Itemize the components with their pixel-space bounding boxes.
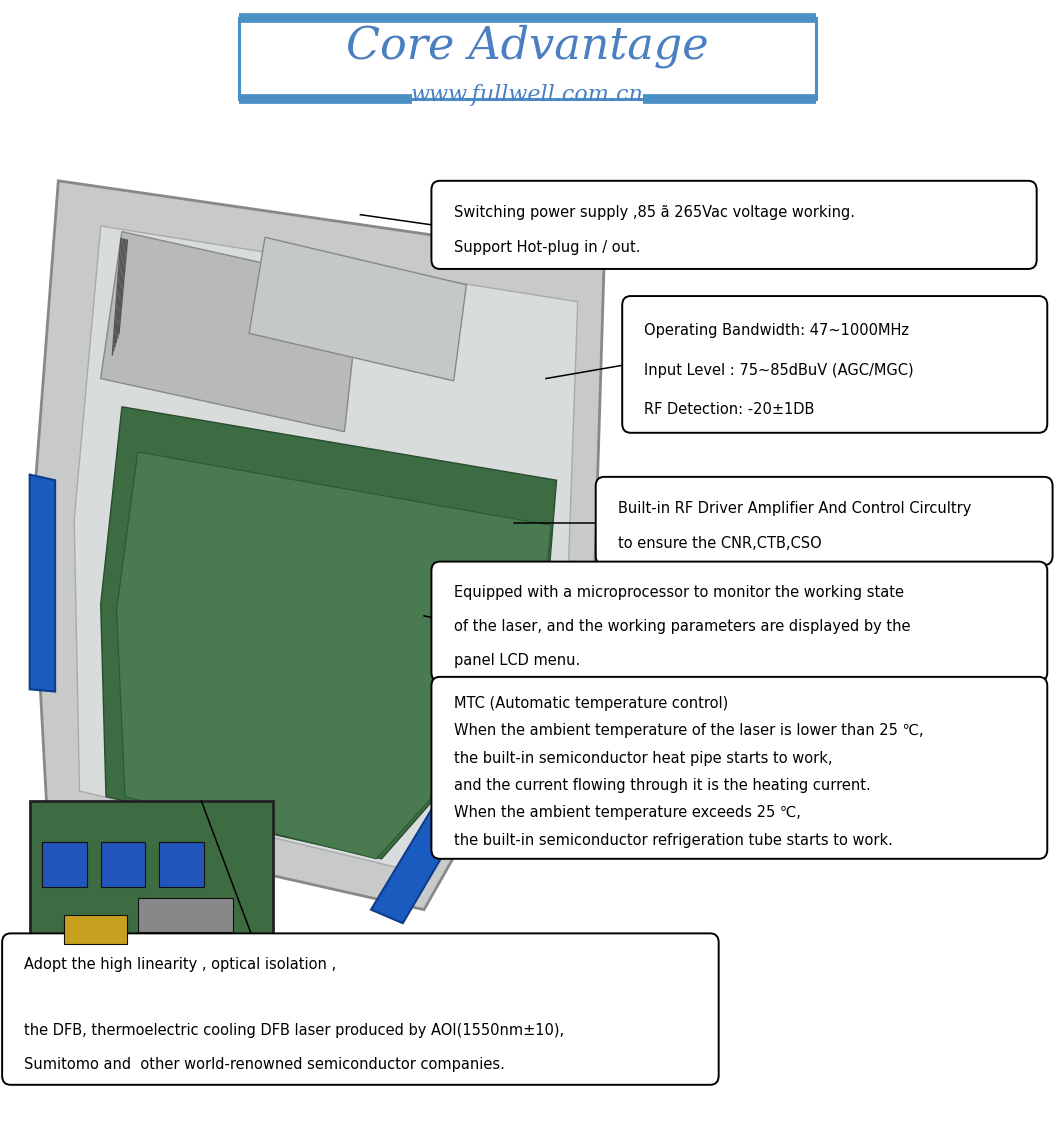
Text: to ensure the CNR,CTB,CSO: to ensure the CNR,CTB,CSO [618,537,822,551]
FancyBboxPatch shape [42,842,87,887]
Text: When the ambient temperature of the laser is lower than 25 ℃,: When the ambient temperature of the lase… [454,723,923,739]
FancyBboxPatch shape [101,842,145,887]
FancyBboxPatch shape [431,677,1047,859]
Polygon shape [74,226,578,870]
Text: MTC (Automatic temperature control): MTC (Automatic temperature control) [454,696,728,711]
Text: Switching power supply ,85 ã 265Vac voltage working.: Switching power supply ,85 ã 265Vac volt… [454,206,854,220]
Text: Support Hot-plug in / out.: Support Hot-plug in / out. [454,241,640,255]
FancyBboxPatch shape [431,181,1037,269]
Polygon shape [101,407,557,859]
FancyBboxPatch shape [64,915,127,944]
Text: the built-in semiconductor heat pipe starts to work,: the built-in semiconductor heat pipe sta… [454,750,832,766]
Text: Adopt the high linearity , optical isolation ,: Adopt the high linearity , optical isola… [24,957,336,972]
Polygon shape [117,452,551,859]
Text: Core Advantage: Core Advantage [346,25,709,69]
Text: RF Detection: -20±1DB: RF Detection: -20±1DB [644,402,815,417]
FancyBboxPatch shape [596,477,1053,565]
FancyBboxPatch shape [238,18,816,99]
Polygon shape [30,475,55,692]
Text: and the current flowing through it is the heating current.: and the current flowing through it is th… [454,779,870,793]
Text: the DFB, thermoelectric cooling DFB laser produced by AOI(1550nm±10),: the DFB, thermoelectric cooling DFB lase… [24,1024,565,1038]
Text: panel LCD menu.: panel LCD menu. [454,653,580,668]
Polygon shape [32,181,604,910]
FancyBboxPatch shape [159,842,204,887]
Text: Input Level : 75~85dBuV (AGC/MGC): Input Level : 75~85dBuV (AGC/MGC) [644,363,914,377]
Polygon shape [249,237,466,381]
FancyBboxPatch shape [431,562,1047,681]
Text: the built-in semiconductor refrigeration tube starts to work.: the built-in semiconductor refrigeration… [454,833,893,848]
Text: www.fullwell.com.cn: www.fullwell.com.cn [411,85,643,106]
Polygon shape [371,576,599,923]
Text: When the ambient temperature exceeds 25 ℃,: When the ambient temperature exceeds 25 … [454,806,800,820]
Text: Built-in RF Driver Amplifier And Control Circultry: Built-in RF Driver Amplifier And Control… [618,502,971,516]
FancyBboxPatch shape [138,898,233,932]
FancyBboxPatch shape [2,933,719,1085]
Text: Operating Bandwidth: 47~1000MHz: Operating Bandwidth: 47~1000MHz [644,323,909,338]
Polygon shape [101,232,360,432]
Text: Sumitomo and  other world-renowned semiconductor companies.: Sumitomo and other world-renowned semico… [24,1057,506,1071]
FancyBboxPatch shape [622,296,1047,433]
FancyBboxPatch shape [30,801,273,968]
Text: Equipped with a microprocessor to monitor the working state: Equipped with a microprocessor to monito… [454,585,904,600]
Text: of the laser, and the working parameters are displayed by the: of the laser, and the working parameters… [454,619,911,634]
